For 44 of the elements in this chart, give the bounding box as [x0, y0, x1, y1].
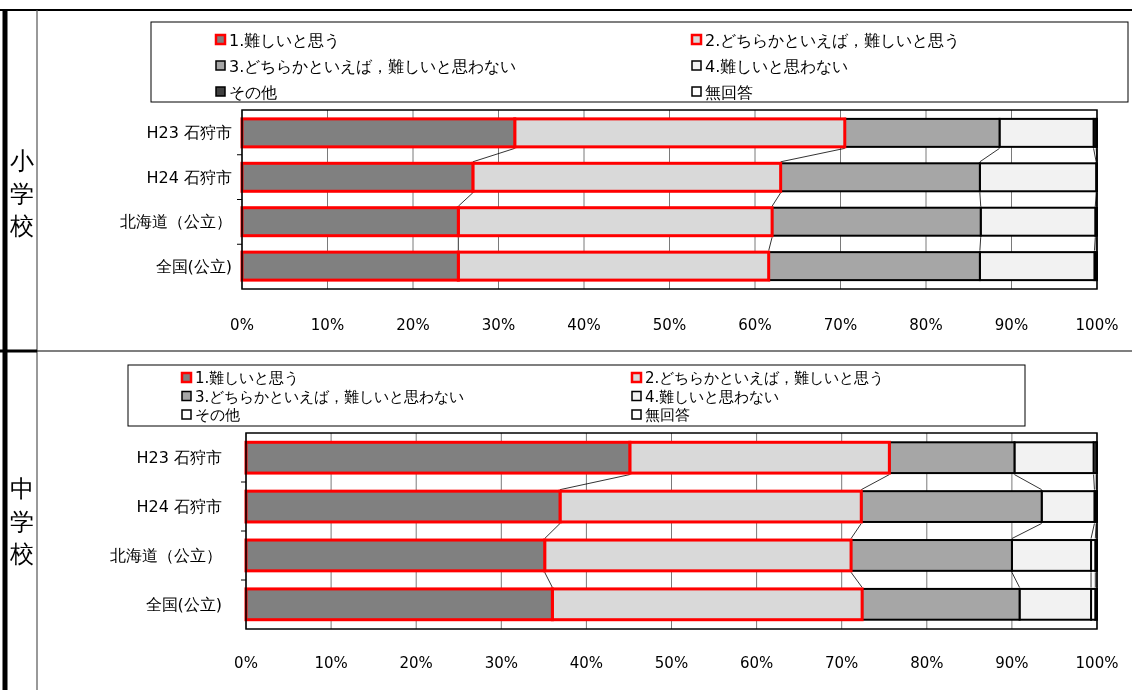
x-tick-label: 40%: [567, 316, 601, 334]
x-tick-label: 80%: [909, 316, 943, 334]
legend-label: 1.難しいと思う: [195, 369, 300, 387]
legend-label: 1.難しいと思う: [229, 30, 341, 50]
x-tick-label: 30%: [484, 654, 518, 672]
y-tick-label: H24 石狩市: [146, 167, 232, 187]
legend-label: その他: [195, 406, 240, 424]
y-tick-label: H24 石狩市: [136, 497, 222, 517]
x-tick-label: 50%: [654, 654, 689, 672]
y-tick-label: 北海道（公立）: [120, 212, 232, 232]
text: 中学校: [9, 475, 34, 568]
x-tick-label: 100%: [1075, 316, 1119, 334]
x-tick-label: 40%: [569, 654, 604, 672]
x-tick-label: 50%: [652, 316, 687, 334]
y-tick-label: 全国(公立): [145, 594, 222, 614]
x-tick-label: 0%: [230, 316, 254, 334]
x-tick-label: 0%: [234, 654, 258, 672]
legend-label: 無回答: [705, 82, 753, 102]
x-tick-label: 10%: [310, 316, 345, 334]
x-tick-label: 20%: [399, 654, 433, 672]
x-tick-label: 70%: [823, 316, 858, 334]
y-tick-label: 北海道（公立）: [110, 545, 222, 565]
x-tick-label: 60%: [739, 654, 774, 672]
x-tick-label: 10%: [314, 654, 348, 672]
y-tick-label: 全国(公立): [155, 256, 232, 276]
legend-label: 2.どちらかといえば，難しいと思う: [645, 369, 885, 387]
legend-label: その他: [229, 82, 277, 102]
legend-label: 無回答: [645, 406, 690, 424]
legend-label: 3.どちらかといえば，難しいと思わない: [195, 387, 465, 406]
legend-label: 2.どちらかといえば，難しいと思う: [705, 30, 961, 50]
x-tick-label: 70%: [825, 654, 859, 672]
y-tick-label: H23 石狩市: [136, 448, 222, 468]
x-tick-label: 90%: [995, 654, 1029, 672]
x-tick-label: 20%: [396, 316, 430, 334]
x-tick-label: 30%: [481, 316, 516, 334]
legend-label: 4.難しいと思わない: [645, 387, 780, 406]
legend-label: 3.どちらかといえば，難しいと思わない: [229, 56, 517, 76]
x-tick-label: 90%: [994, 316, 1029, 334]
x-tick-label: 80%: [910, 654, 944, 672]
y-tick-label: H23 石狩市: [146, 123, 232, 143]
text: 小学校: [9, 147, 34, 240]
x-tick-label: 100%: [1075, 654, 1119, 672]
legend-label: 4.難しいと思わない: [705, 56, 849, 76]
x-tick-label: 60%: [738, 316, 772, 334]
